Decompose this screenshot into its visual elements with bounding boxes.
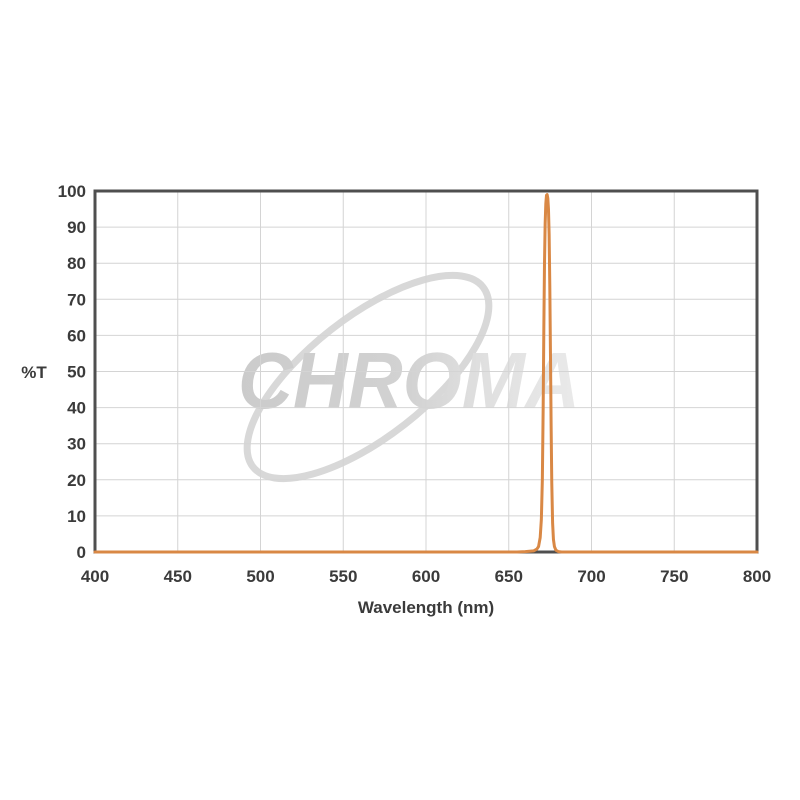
y-tick-label: 30 [67,435,86,454]
y-tick-label: 50 [67,363,86,382]
watermark-ellipse-icon [243,271,493,483]
y-tick-label: 90 [67,218,86,237]
y-tick-label: 20 [67,471,86,490]
y-tick-label: 40 [67,399,86,418]
x-tick-label: 600 [412,567,440,586]
y-tick-label: 60 [67,326,86,345]
y-tick-label: 70 [67,290,86,309]
x-tick-labels: 400 450 500 550 600 650 700 750 800 [81,567,771,586]
y-tick-label: 80 [67,254,86,273]
x-tick-label: 800 [743,567,771,586]
y-axis-title: %T [21,363,47,382]
x-axis-title: Wavelength (nm) [358,598,494,617]
y-tick-labels: 0 10 20 30 40 50 60 70 80 90 100 [58,182,86,562]
x-tick-label: 500 [246,567,274,586]
x-tick-label: 400 [81,567,109,586]
y-tick-label: 0 [77,543,86,562]
x-tick-label: 750 [660,567,688,586]
transmission-curve [93,193,759,554]
y-tick-label: 10 [67,507,86,526]
chroma-watermark: CHROMA [238,271,580,483]
gridlines [95,191,757,552]
x-tick-label: 650 [495,567,523,586]
x-tick-label: 550 [329,567,357,586]
x-tick-label: 700 [577,567,605,586]
watermark-text: CHROMA [238,336,580,425]
y-tick-label: 100 [58,182,86,201]
x-tick-label: 450 [164,567,192,586]
